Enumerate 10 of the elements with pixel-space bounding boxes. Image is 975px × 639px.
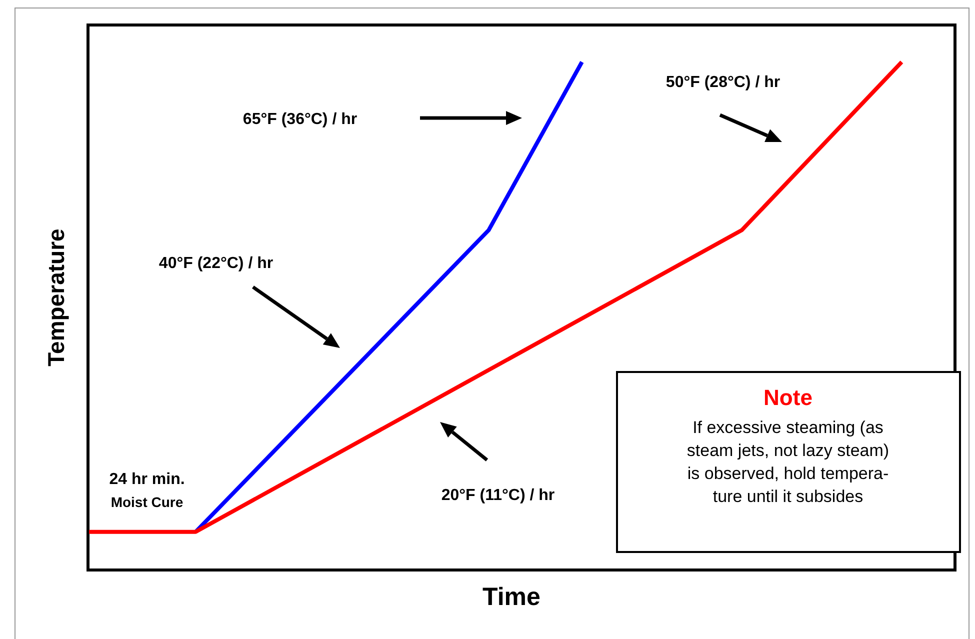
annotation: Moist Cure [110, 494, 184, 510]
x-axis-title: Time [482, 583, 541, 611]
annotation: 65°F (36°C) / hr [242, 111, 358, 128]
annotation: 40°F (22°C) / hr [158, 255, 274, 272]
annotation: 24 hr min. [109, 471, 185, 488]
annotation: 50°F (28°C) / hr [666, 74, 780, 91]
annotation: If excessive steaming (as steam jets, not lazy steam) is observed, hold tempera- ture until it subsides [686, 418, 890, 506]
y-axis-title: Temperature [43, 228, 69, 366]
annotation: Note [764, 385, 812, 410]
annotation: 20°F (11°C) / hr [441, 487, 555, 504]
